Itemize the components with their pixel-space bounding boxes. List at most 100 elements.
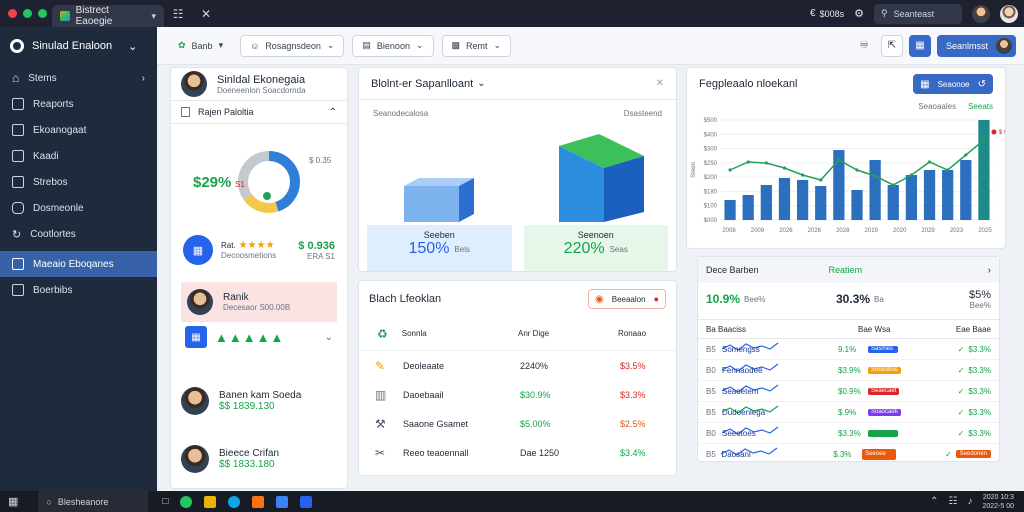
chevron-down-icon: ⌄: [493, 40, 502, 50]
stats-header: Dece Barben Reatiem ›: [698, 257, 999, 283]
table-row[interactable]: B0 Fennaodee $3.9% Sonsobos ✓ $3.3%: [698, 360, 999, 381]
clock[interactable]: 2020 10:3 2022-5 00: [982, 493, 1014, 511]
card-header: Fegpleaalo nloekanl ▦ Seaonoe ↺: [687, 68, 1005, 100]
sidebar-item-home[interactable]: ⌂ Stems ›: [0, 65, 157, 91]
minimize-window-button[interactable]: [38, 9, 47, 18]
row-right: $3.3%: [968, 428, 991, 438]
avatar-secondary[interactable]: [1000, 4, 1018, 23]
table-row[interactable]: B5 Somengss 9.1% Sasrnes ✓ $3.3%: [698, 339, 999, 360]
close-circle-icon: ●: [653, 294, 659, 304]
chevron-right-icon[interactable]: ›: [987, 264, 991, 276]
chart-icon: ▥: [375, 387, 387, 402]
start-icon[interactable]: ▦: [8, 496, 19, 508]
rating-sub: Decoosmetions: [221, 251, 277, 260]
chevron-down-icon[interactable]: ▾: [151, 10, 156, 21]
rating-value-sub: ERA S1: [306, 251, 335, 261]
legend-row: Seaoaales Seeats: [687, 100, 1005, 112]
sidebar-item-documents[interactable]: Dosmeonle: [0, 195, 157, 221]
bank-dropdown[interactable]: ✿ Banb ▾: [169, 35, 232, 57]
row-bar-label: [868, 429, 898, 437]
close-icon[interactable]: ✕: [655, 78, 664, 89]
legend-left[interactable]: Seaoaales: [918, 101, 957, 111]
folder-icon[interactable]: [204, 495, 217, 508]
new-tab-icon[interactable]: ☷: [172, 6, 184, 21]
row-pct: $.3%: [833, 449, 852, 459]
maximize-window-button[interactable]: [23, 9, 32, 18]
sidebar-item-economics[interactable]: Ekoanogaat: [0, 117, 157, 143]
chevron-down-icon[interactable]: ⌄: [128, 40, 138, 53]
rating-row[interactable]: ▦ Rat. ★★★★ Decoosmetions $ 0.936 ERA S1: [171, 232, 347, 268]
bank-icon: ▦: [183, 235, 213, 265]
bank-dropdown-label: Banb: [191, 40, 213, 51]
row-code: B0: [706, 365, 716, 375]
recent-action-button[interactable]: ◉ Beeaalon ●: [588, 289, 666, 309]
close-icon[interactable]: ✕: [200, 6, 212, 21]
line-point: [819, 178, 823, 182]
list-item[interactable]: ▥ Daoebaail $30.9% $3.3%: [359, 380, 676, 409]
table-row[interactable]: B0 Seeotoes $3.3% ✓ $3.3%: [698, 423, 999, 444]
table-row[interactable]: B5 Dudoenlega $.9% Soaocaeti ✓ $3.3%: [698, 402, 999, 423]
sidebar-item-boards[interactable]: Boerbibs: [0, 277, 157, 303]
line-point: [927, 160, 932, 164]
taskbar-search[interactable]: ○ Blesheanore: [38, 491, 149, 512]
person-row[interactable]: Banen kam Soeda $$ 1839.130: [171, 382, 347, 420]
profile-panel: Sinldal Ekonegaia Doeneenlon Soacdornda …: [170, 67, 348, 489]
list-item[interactable]: ✂ Reeo teaoennall Dae 1250 $3.4%: [359, 438, 676, 467]
wallet-icon[interactable]: €: [810, 8, 816, 19]
avatar[interactable]: [972, 4, 990, 23]
sidebar-item-strategies[interactable]: Strebos: [0, 169, 157, 195]
summary-right[interactable]: Seenoen 220% Seas: [523, 225, 668, 271]
y-tick-label: $300: [704, 147, 718, 153]
chevron-up-icon[interactable]: ⌃: [328, 106, 337, 118]
people-row[interactable]: ▦ ▲▲▲▲▲ ⌄: [171, 322, 347, 352]
chevron-up-icon[interactable]: ⌃: [930, 496, 939, 507]
section-header[interactable]: Rajen Paloltia ⌃: [171, 100, 347, 124]
person-row[interactable]: Bieece Crifan $$ 1833.180: [171, 440, 347, 478]
app-icon[interactable]: [252, 495, 265, 508]
mail-icon[interactable]: [300, 495, 313, 508]
rosegnsdeon-dropdown[interactable]: ☺ Rosagnsdeon ⌄: [240, 34, 345, 57]
primary-action-button[interactable]: Seanlmsst: [936, 34, 1016, 57]
bienoon-dropdown[interactable]: ▤ Bienoon ⌄: [352, 34, 434, 57]
legend-right[interactable]: Dsasteend: [623, 108, 662, 118]
settings-icon[interactable]: ⚙: [854, 8, 864, 20]
sidebar-item-controls[interactable]: ↻ Cootlortes: [0, 221, 157, 247]
bar: [905, 175, 918, 220]
performance-action-button[interactable]: ▦ Seaonoe ↺: [913, 74, 993, 94]
legend-left[interactable]: Seanodecalosa: [373, 108, 429, 118]
check-icon: ✓: [957, 428, 965, 438]
link-icon[interactable]: ♾: [859, 40, 869, 51]
sidebar-item-macro[interactable]: Maeaio Eboqanes: [0, 251, 157, 277]
task-view-icon[interactable]: □: [162, 496, 169, 507]
chevron-down-icon[interactable]: ⌄: [324, 331, 333, 343]
browser-tab[interactable]: Bistrect Eaoegie ▾: [52, 5, 164, 27]
stats-col-header: Bae Wsa: [858, 324, 891, 334]
search-input[interactable]: ⚲ Seanteast: [874, 3, 962, 24]
grid-icon[interactable]: ▦: [908, 34, 931, 57]
highlight-person[interactable]: Ranik Decesaor S00.00B: [181, 282, 337, 322]
browser-icon[interactable]: [180, 495, 193, 508]
table-row[interactable]: B5 Daosanl $.3% Seeoee ✓ Seedonen: [698, 444, 999, 465]
list-item[interactable]: ⚒ Saaone Gsamet $5.00% $2.5%: [359, 409, 676, 438]
export-icon[interactable]: ⇱: [880, 34, 903, 57]
table-row[interactable]: B5 Seaoetem $0.9% Seaecaet ✓ $3.3%: [698, 381, 999, 402]
summary-left[interactable]: Seeben 150% Bels: [367, 225, 512, 271]
sidebar-item-reports[interactable]: Reaports: [0, 91, 157, 117]
network-icon[interactable]: ☷: [948, 496, 958, 507]
chevron-down-icon[interactable]: ⌄: [477, 78, 486, 89]
store-icon[interactable]: [276, 495, 289, 508]
legend-right[interactable]: Seeats: [968, 101, 993, 111]
list-item[interactable]: ✎ Deoleaate 2240% $3.5%: [359, 351, 676, 380]
note-icon: ✎: [375, 358, 386, 373]
sparkline: [722, 426, 779, 435]
brand[interactable]: Sinulad Enaloon ⌄: [0, 27, 157, 65]
donut-marker: [263, 192, 271, 200]
profile-header[interactable]: Sinldal Ekonegaia Doeneenlon Soacdornda: [171, 68, 347, 100]
avatar: [996, 37, 1012, 54]
clipboard-icon: ▤: [362, 40, 371, 50]
edge-icon[interactable]: [228, 495, 241, 508]
remt-dropdown[interactable]: ▩ Remt ⌄: [441, 34, 512, 57]
volume-icon[interactable]: ♪: [967, 496, 973, 507]
sidebar-item-cards[interactable]: Kaadi: [0, 143, 157, 169]
close-window-button[interactable]: [8, 9, 17, 18]
